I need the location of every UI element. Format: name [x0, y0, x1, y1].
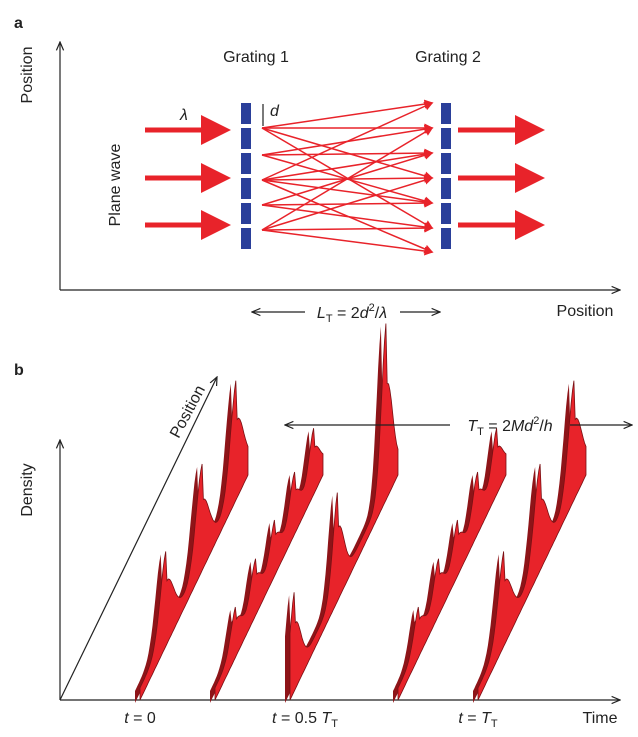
grating-slit	[441, 128, 451, 149]
diffracted-ray	[261, 101, 434, 181]
grating-slit	[241, 178, 251, 199]
talbot-length: LT = 2d2/λ	[317, 302, 387, 325]
diffracted-ray	[261, 99, 434, 129]
grating-slit	[441, 178, 451, 199]
grating-slit	[241, 153, 251, 174]
profile	[477, 380, 587, 701]
grating-slit	[241, 103, 251, 124]
diffracted-ray	[261, 204, 434, 232]
diagonal-axis-label: Position	[167, 383, 209, 441]
grating-label: Grating 2	[415, 49, 481, 66]
talbot-time: TT = 2Md2/h	[467, 415, 552, 438]
x-axis-label: Position	[557, 303, 614, 320]
diffracted-ray	[261, 127, 434, 181]
grating-label: Grating 1	[223, 49, 289, 66]
diffracted-ray	[261, 148, 434, 158]
time-label: t = 0.5 TT	[272, 710, 338, 730]
time-label: t = TT	[458, 710, 497, 730]
diffracted-ray	[261, 223, 434, 233]
diagonal-axis	[59, 377, 217, 701]
profile	[289, 323, 399, 701]
wavelength-label: λ	[179, 107, 188, 124]
grating-slit	[441, 103, 451, 124]
panel-a: a Position Position Grating 1 Grating 2 …	[14, 15, 620, 325]
grating-slit	[441, 203, 451, 224]
panel-label: a	[14, 15, 23, 32]
grating-slit	[441, 228, 451, 249]
period-label: d	[270, 103, 280, 120]
panel-b: b Density Position Time TT = 2Md2/h t = …	[14, 323, 632, 730]
profile	[397, 428, 507, 701]
diffracted-ray	[261, 229, 434, 256]
diffracted-ray	[261, 149, 434, 181]
diffracted-ray	[261, 175, 434, 231]
panel-label: b	[14, 362, 24, 379]
y-axis-label: Density	[19, 463, 36, 516]
profile	[139, 380, 249, 701]
diffracted-ray	[261, 179, 434, 207]
diffracted-ray	[261, 127, 434, 231]
rays	[145, 99, 545, 256]
density-profiles	[135, 323, 587, 703]
profile	[214, 428, 324, 701]
source-label: Plane wave	[107, 144, 124, 227]
grating-slit	[241, 228, 251, 249]
gratings	[241, 103, 451, 249]
grating-slit	[241, 128, 251, 149]
grating-slit	[441, 153, 451, 174]
y-axis-label: Position	[19, 47, 36, 104]
time-label: t = 0	[124, 710, 156, 727]
grating-slit	[241, 203, 251, 224]
diffracted-ray	[261, 127, 434, 229]
x-axis-label: Time	[583, 710, 618, 727]
